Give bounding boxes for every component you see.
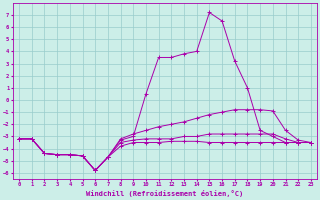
X-axis label: Windchill (Refroidissement éolien,°C): Windchill (Refroidissement éolien,°C) bbox=[86, 190, 244, 197]
